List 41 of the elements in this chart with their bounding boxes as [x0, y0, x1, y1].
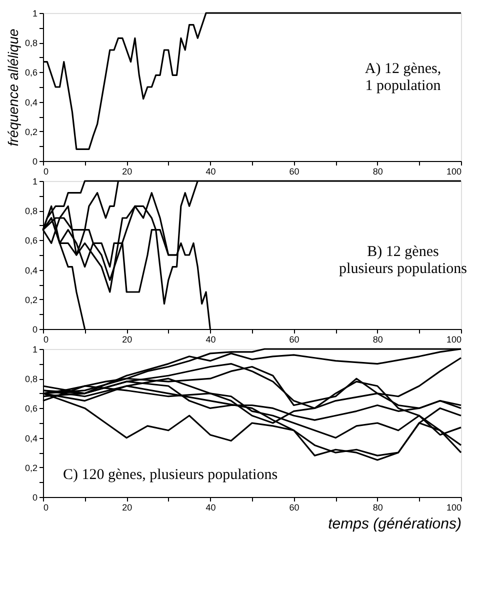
y-tick-label: 0,8 [24, 38, 38, 48]
y-tick-label: 0,6 [24, 404, 38, 414]
x-tick-label: 80 [372, 166, 383, 176]
y-tick-label: 1 [32, 176, 38, 186]
x-tick-label: 80 [372, 334, 383, 344]
x-tick-label: 40 [206, 502, 216, 512]
y-tick-label: 0,8 [24, 374, 38, 384]
x-tick-label: 0 [44, 166, 49, 176]
y-tick-label: 1 [32, 344, 38, 354]
x-axis-title: temps (générations) [328, 516, 462, 532]
y-tick-label: 0,2 [24, 294, 38, 305]
y-tick-label: 0,6 [24, 68, 38, 78]
x-tick-label: 100 [446, 502, 462, 512]
x-tick-label: 40 [206, 334, 216, 344]
y-axis-title: fréquence allélique [4, 28, 21, 146]
y-tick-label: 0 [32, 492, 38, 502]
y-tick-label: 0,6 [24, 236, 38, 246]
y-tick-label: 0,4 [24, 433, 38, 444]
annotation: B) 12 gènes plusieurs populations [339, 244, 468, 277]
x-tick-label: 60 [289, 334, 300, 344]
x-tick-label: 60 [289, 502, 300, 512]
x-tick-label: 20 [122, 502, 132, 512]
x-tick-label: 0 [44, 502, 49, 512]
x-tick-label: 80 [372, 502, 383, 512]
x-tick-label: 100 [446, 334, 462, 344]
x-tick-label: 60 [289, 166, 300, 176]
y-tick-label: 0,2 [24, 462, 38, 473]
y-tick-label: 0 [32, 156, 38, 166]
y-tick-label: 0,2 [24, 126, 38, 137]
y-tick-label: 0,4 [24, 97, 38, 108]
x-tick-label: 20 [122, 166, 132, 176]
annotation: A) 12 gènes, 1 population [364, 61, 442, 94]
y-tick-label: 1 [32, 8, 38, 18]
y-tick-label: 0 [32, 324, 38, 334]
x-tick-label: 20 [122, 334, 132, 344]
annotation: C) 120 gènes, plusieurs populations [63, 467, 278, 483]
y-tick-label: 0,8 [24, 206, 38, 216]
x-tick-label: 40 [206, 166, 216, 176]
x-tick-label: 100 [446, 166, 462, 176]
y-tick-label: 0,4 [24, 265, 38, 276]
x-tick-label: 0 [44, 334, 49, 344]
